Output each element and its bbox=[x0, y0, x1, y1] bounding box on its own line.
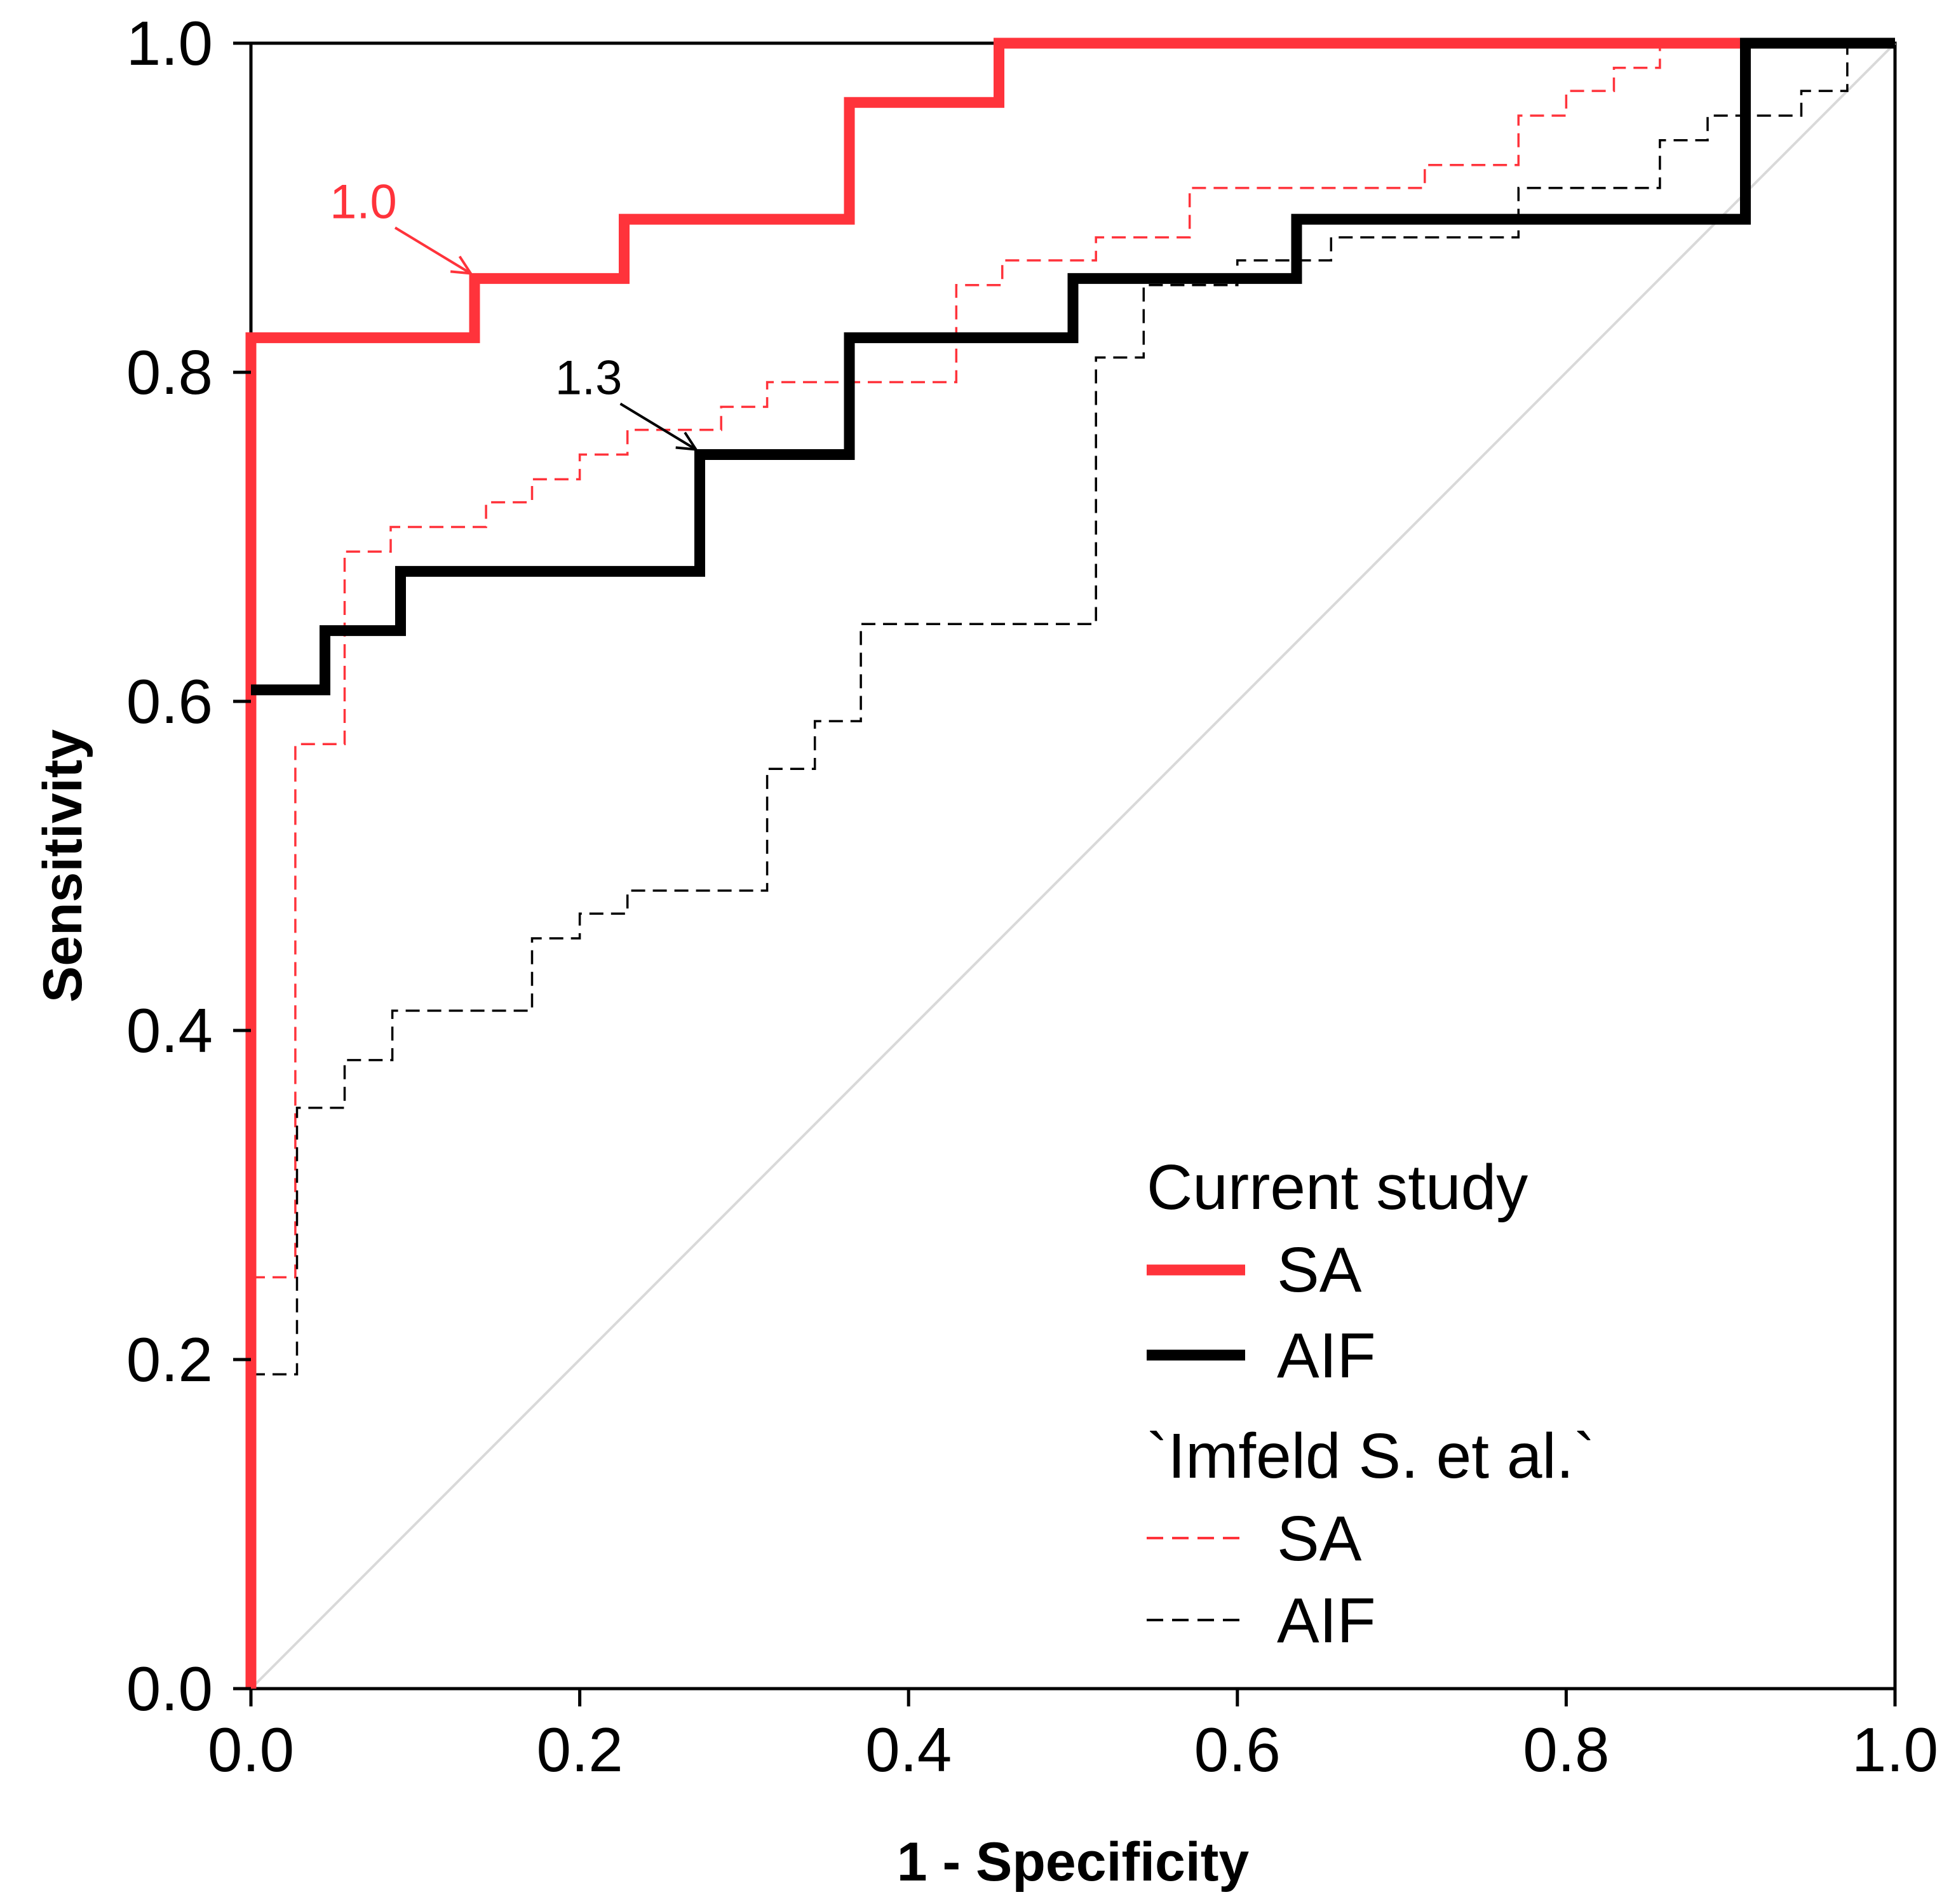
axis-layer: 0.0 0.2 0.4 0.6 0.8 1.0 0.0 0.2 0.4 0.6 0.8 1.0 bbox=[126, 8, 1938, 1785]
annotation-arrowhead bbox=[450, 255, 473, 275]
y-tick-label: 0.8 bbox=[126, 337, 213, 407]
series-layer bbox=[245, 37, 1896, 1690]
annotation-label: 1.0 bbox=[330, 175, 397, 229]
x-tick-label: 0.6 bbox=[1194, 1715, 1281, 1785]
y-axis-title: Sensitivity bbox=[32, 729, 93, 1003]
legend-label-imfeld-sa: SA bbox=[1277, 1503, 1362, 1574]
series-line-reference bbox=[250, 42, 1896, 1690]
x-tick-label: 0.0 bbox=[208, 1715, 294, 1785]
y-tick-label: 1.0 bbox=[126, 8, 213, 78]
legend-label-current-sa: SA bbox=[1277, 1234, 1362, 1306]
annotation-layer: 1.0 1.3 bbox=[330, 175, 699, 451]
series-line-current-sa bbox=[245, 37, 1895, 1689]
legend: Current study SA AIF `Imfeld S. et al.` … bbox=[1147, 1152, 1595, 1656]
y-tick-label: 0.4 bbox=[126, 996, 213, 1065]
series-line-current-aif bbox=[251, 37, 1895, 696]
annotation-arrow bbox=[619, 402, 697, 451]
legend-label-current-aif: AIF bbox=[1277, 1320, 1376, 1391]
legend-group-imfeld-title: `Imfeld S. et al.` bbox=[1147, 1421, 1595, 1492]
series-line-imfeld-aif bbox=[251, 42, 1895, 1376]
legend-group-current-title: Current study bbox=[1147, 1152, 1528, 1223]
y-tick-label: 0.2 bbox=[126, 1325, 213, 1394]
annotation-arrowhead bbox=[675, 431, 699, 451]
y-tick-label: 0.0 bbox=[126, 1654, 213, 1724]
x-tick-label: 0.2 bbox=[536, 1715, 623, 1785]
annotation-arrow bbox=[394, 226, 472, 275]
x-tick-label: 0.4 bbox=[865, 1715, 952, 1785]
legend-label-imfeld-aif: AIF bbox=[1277, 1585, 1376, 1656]
annotation-label: 1.3 bbox=[555, 351, 623, 405]
x-tick-label: 0.8 bbox=[1523, 1715, 1609, 1785]
y-tick-label: 0.6 bbox=[126, 666, 213, 736]
x-axis-title: 1 - Specificity bbox=[897, 1832, 1250, 1893]
x-tick-label: 1.0 bbox=[1852, 1715, 1938, 1785]
